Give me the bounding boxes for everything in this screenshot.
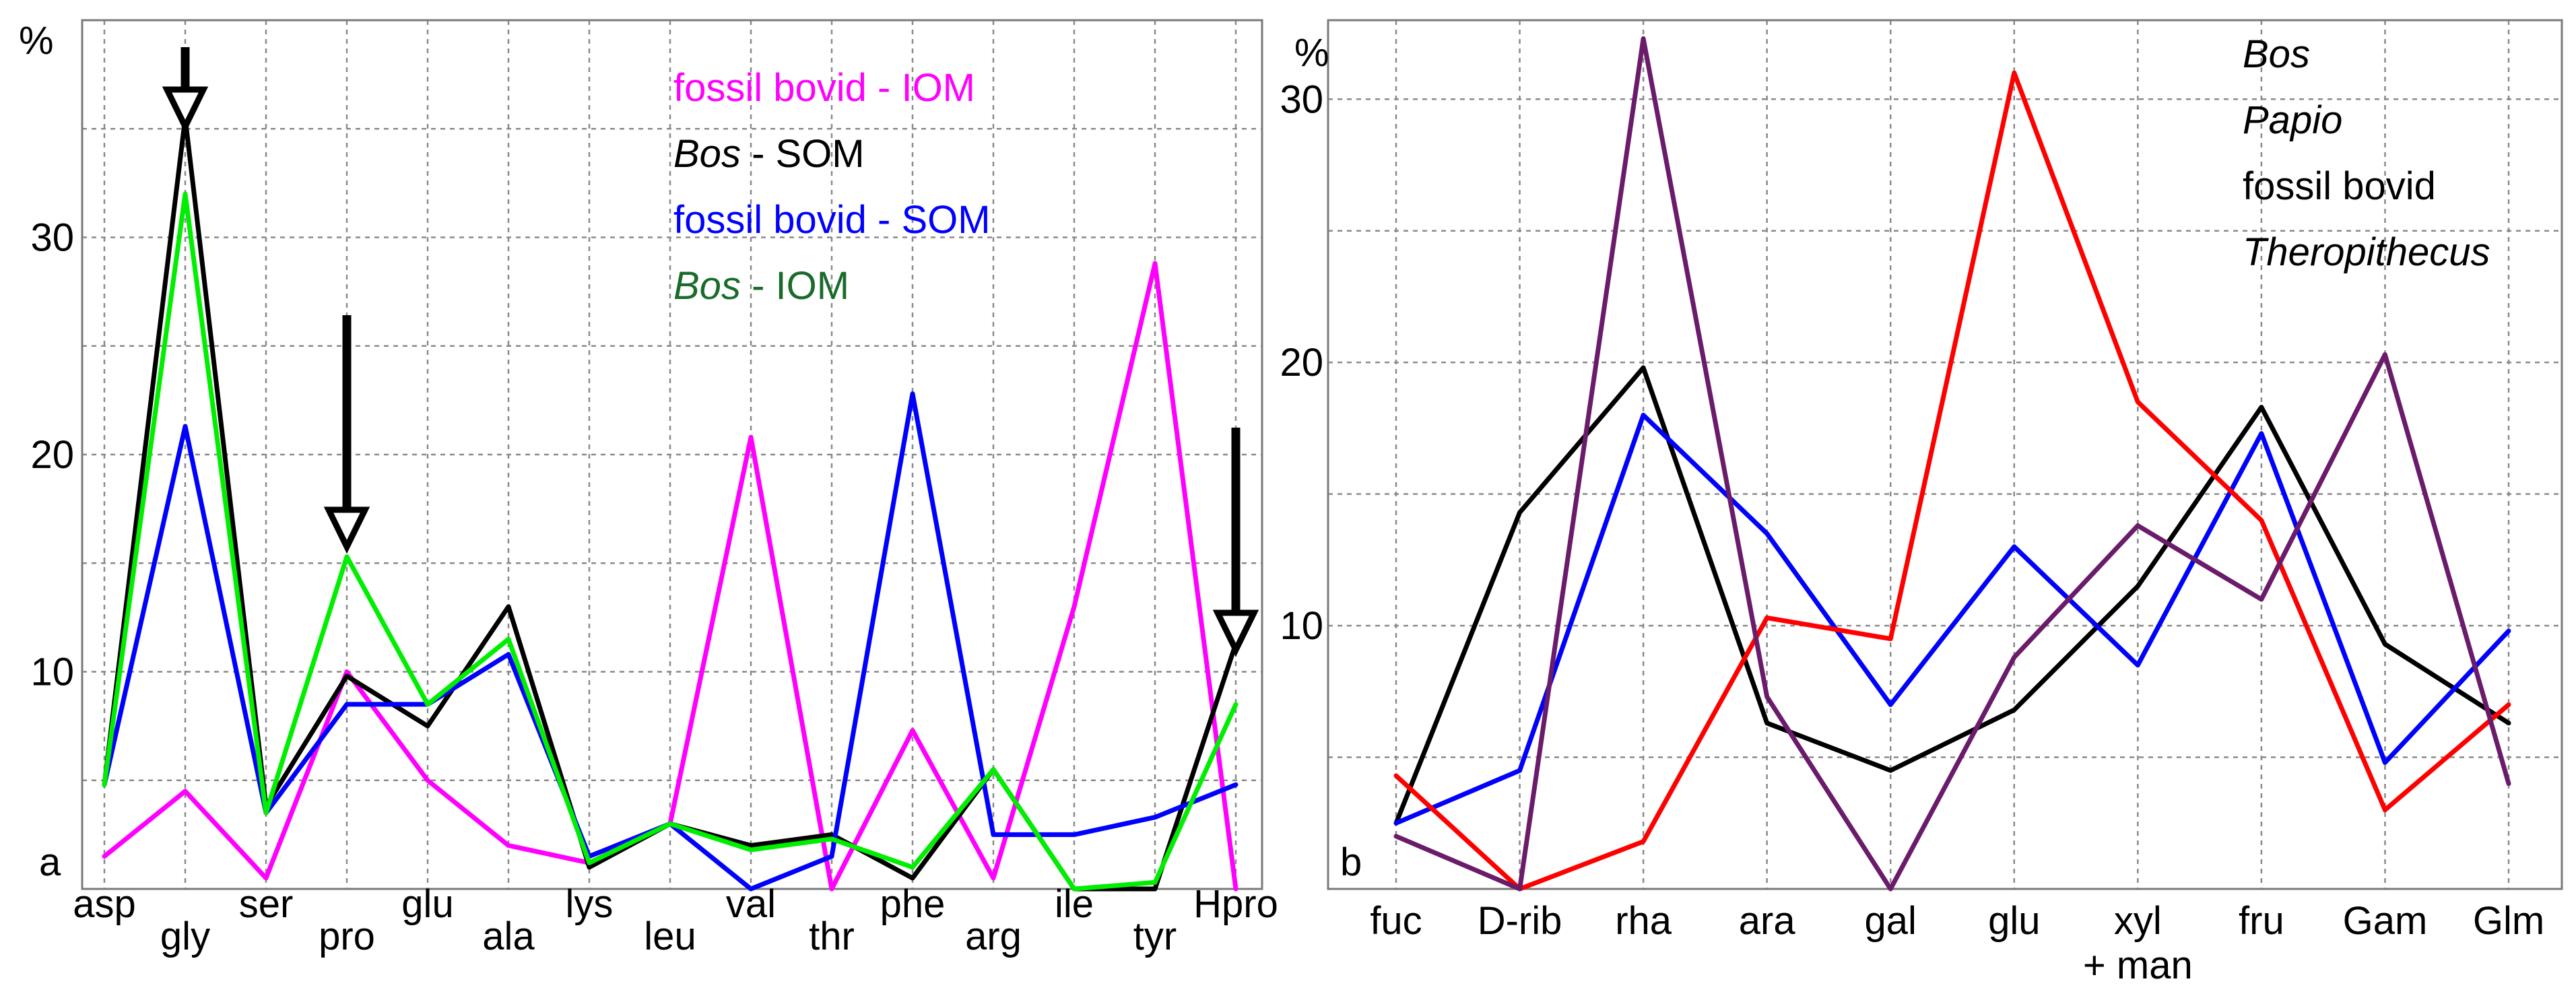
legend-a-italic: Bos [673, 132, 741, 176]
panel-b-xtick-line: rha [1615, 899, 1672, 943]
panel-a-xtick-ala: ala [482, 915, 535, 958]
panel-b-xtick-line: glu [1988, 899, 2040, 943]
panel-a-legend: fossil bovid - IOM Bos - SOM fossil bovid … [673, 66, 991, 308]
arrow-pro-head [323, 506, 370, 554]
panel-b-y-ticks: 10 20 30 [1280, 77, 1323, 648]
panel-a-xtick-ser: ser [239, 882, 294, 926]
panel-a-xtick-pro: pro [319, 915, 375, 958]
panel-b-series-fossil-bovid [1393, 70, 2511, 892]
legend-b-bos: Bos [2243, 32, 2310, 76]
panel-b-xtick-fru: fru [2239, 899, 2284, 943]
panel-b-xtick-line: fuc [1370, 899, 1422, 943]
panel-a-xtick-line: asp [73, 882, 136, 926]
panel-b-xtick-rha: rha [1615, 899, 1672, 943]
panel-a-ytick-20: 20 [30, 433, 74, 477]
panel-b-legend: Bos Papio fossil bovid Theropithecus [2243, 32, 2490, 274]
panel-b-xtick-glm: Glm [2473, 899, 2544, 943]
panel-b-series-papio [1393, 412, 2511, 826]
panel-a-label: a [39, 840, 61, 884]
panel-b-xtick-d-rib: D-rib [1478, 899, 1562, 943]
legend-b-papio: Papio [2243, 98, 2342, 142]
panel-b-series-theropithecus [1393, 36, 2511, 892]
panel-a-xtick-phe: phe [880, 882, 946, 926]
arrow-gly-head [162, 86, 209, 134]
legend-a-text: fossil bovid - SOM [673, 198, 991, 242]
panel-b-xtick-line: Glm [2473, 899, 2544, 943]
panel-a-series-bos-iom [102, 191, 1239, 892]
legend-a-italic: Bos [673, 264, 741, 308]
panel-b-xtick-line: xyl [2114, 899, 2162, 943]
panel-a: % a 10 20 30 aspglyserproglualalysleuvalth… [19, 19, 1278, 958]
panel-a-ylabel: % [19, 19, 54, 63]
panel-b-xtick-line: gal [1865, 899, 1917, 943]
panel-a-xtick-line: lys [566, 882, 614, 926]
panel-b-ytick-20: 20 [1280, 341, 1323, 385]
legend-b-theropithecus: Theropithecus [2243, 230, 2490, 274]
panel-b-xtick-glu: glu [1988, 899, 2040, 943]
panel-a-xtick-arg: arg [965, 915, 1022, 958]
panel-b-xtick-ara: ara [1739, 899, 1796, 943]
panel-a-arrows [162, 47, 1259, 657]
legend-a-text: fossil bovid - IOM [673, 66, 975, 110]
legend-a-bos-iom: Bos - IOM [673, 264, 849, 308]
panel-a-xtick-line: ala [482, 915, 535, 958]
panel-b-xtick-gal: gal [1865, 899, 1917, 943]
panel-a-xtick-gly: gly [160, 915, 210, 958]
panel-b-series [1393, 36, 2511, 892]
panel-a-xtick-line: thr [809, 915, 855, 958]
legend-a-text: - IOM [741, 264, 849, 308]
panel-b-frame [1327, 19, 2563, 890]
arrow-hpro-head [1212, 609, 1259, 657]
panel-b-ytick-10: 10 [1280, 604, 1323, 648]
panel-b-grid [1328, 20, 2562, 889]
panel-a-xtick-line: arg [965, 915, 1022, 958]
legend-a-text: - SOM [741, 132, 865, 176]
panel-b-xtick-gam: Gam [2343, 899, 2428, 943]
legend-a-fossil-bovid-som: fossil bovid - SOM [673, 198, 991, 242]
panel-b-series-bos [1393, 365, 2511, 826]
panel-b-xtick-line: D-rib [1478, 899, 1562, 943]
legend-b-fossil-bovid: fossil bovid [2243, 164, 2436, 208]
panel-b-xtick-fuc: fuc [1370, 899, 1422, 943]
panel-b-ylabel: % [1294, 31, 1329, 75]
panel-a-xtick-line: glu [401, 882, 453, 926]
panel-a-xtick-line: pro [319, 915, 375, 958]
panel-a-y-ticks: 10 20 30 [30, 216, 74, 694]
panel-a-xtick-asp: asp [73, 882, 136, 926]
panel-b-xtick-line: ara [1739, 899, 1796, 943]
panel-a-frame [81, 19, 1263, 890]
panel-b-xtick-line: + man [2083, 943, 2193, 987]
panel-a-xtick-line: ser [239, 882, 294, 926]
legend-a-fossil-bovid-iom: fossil bovid - IOM [673, 66, 975, 110]
panel-a-x-ticks: aspglyserproglualalysleuvalthrpheargilet… [73, 882, 1278, 958]
panel-b-x-ticks: fuc D-rib rha ara gal glu xyl + man fru Gam Glm [1370, 899, 2544, 987]
panel-a-xtick-line: tyr [1133, 915, 1177, 958]
panel-a-xtick-lys: lys [566, 882, 614, 926]
panel-b-xtick-line: Gam [2343, 899, 2428, 943]
panel-a-ytick-30: 30 [30, 216, 74, 260]
panel-a-series [102, 115, 1239, 892]
panel-b-xtick-line: fru [2239, 899, 2284, 943]
panel-a-xtick-thr: thr [809, 915, 855, 958]
legend-a-bos-som: Bos - SOM [673, 132, 865, 176]
panel-a-xtick-line: leu [644, 915, 696, 958]
panel-a-ytick-10: 10 [30, 651, 74, 694]
panel-b-xtick-xyl: xyl + man [2083, 899, 2193, 987]
panel-a-xtick-line: phe [880, 882, 946, 926]
panel-b-ytick-30: 30 [1280, 77, 1323, 121]
panel-a-xtick-tyr: tyr [1133, 915, 1177, 958]
panel-a-xtick-glu: glu [401, 882, 453, 926]
panel-a-xtick-line: gly [160, 915, 210, 958]
panel-b-label: b [1340, 840, 1362, 884]
panel-a-xtick-leu: leu [644, 915, 696, 958]
